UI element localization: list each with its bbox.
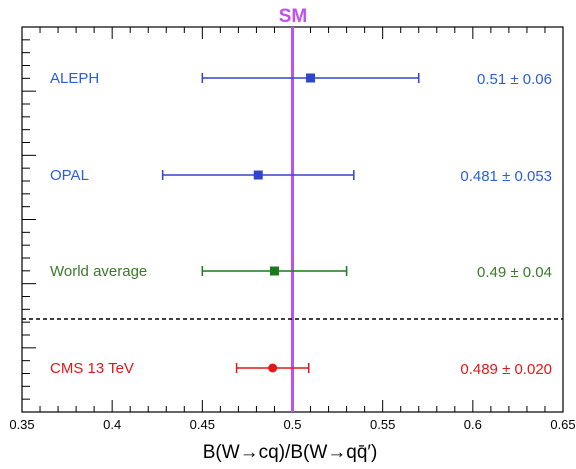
x-tick-label: 0.4 xyxy=(103,417,121,432)
x-tick-label: 0.55 xyxy=(370,417,395,432)
entry-label: World average xyxy=(50,263,147,280)
data-point-square xyxy=(253,170,263,180)
entry-label: ALEPH xyxy=(50,70,99,87)
entry-cms-13-tev: CMS 13 TeV 0.489 ± 0.020 xyxy=(50,360,552,378)
entry-value: 0.51 ± 0.06 xyxy=(477,71,552,88)
x-axis-label: B(W→cq)/B(W→qq̄′) xyxy=(203,442,378,463)
entry-label: CMS 13 TeV xyxy=(50,360,134,377)
data-point-square xyxy=(269,266,279,276)
data-marks: ALEPH 0.51 ± 0.06 OPAL 0.481 ± 0.053 World a… xyxy=(22,27,563,412)
entry-opal: OPAL 0.481 ± 0.053 xyxy=(50,167,552,185)
entry-label: OPAL xyxy=(50,167,89,184)
entry-world-average: World average 0.49 ± 0.04 xyxy=(50,263,552,281)
sm-label: SM xyxy=(279,6,308,27)
x-tick-label: 0.35 xyxy=(9,417,34,432)
entry-aleph: ALEPH 0.51 ± 0.06 xyxy=(50,70,552,88)
entry-value: 0.481 ± 0.053 xyxy=(460,168,552,185)
x-tick-label: 0.65 xyxy=(550,417,575,432)
data-point-circle xyxy=(268,363,278,373)
entry-value: 0.489 ± 0.020 xyxy=(460,361,552,378)
x-tick-label: 0.45 xyxy=(190,417,215,432)
x-tick-label: 0.5 xyxy=(283,417,301,432)
data-point-square xyxy=(306,73,316,83)
x-tick-label: 0.6 xyxy=(464,417,482,432)
entry-value: 0.49 ± 0.04 xyxy=(477,264,552,281)
